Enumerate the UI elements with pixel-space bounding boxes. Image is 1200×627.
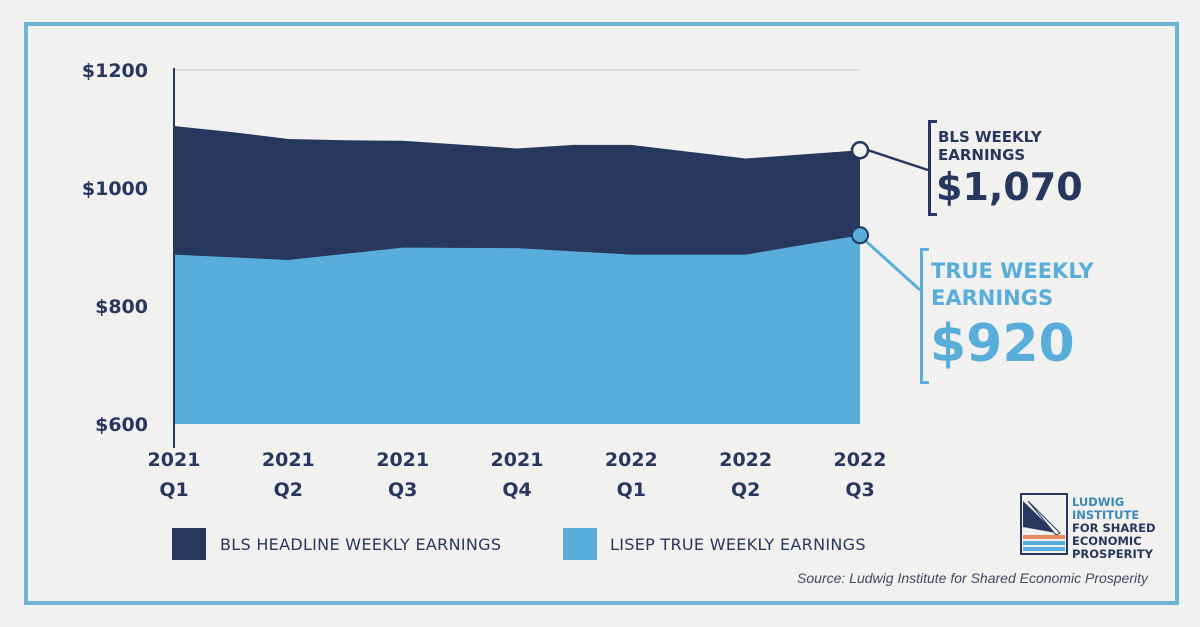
x-tick-label: Q2 [274,479,303,501]
logo-line-3: FOR SHARED [1072,521,1156,535]
true-callout-value: $920 [930,314,1075,374]
true-callout-label-1: TRUE WEEKLY [931,259,1094,283]
x-tick-label: Q2 [731,479,760,501]
x-tick-label: 2021 [148,449,201,471]
logo-text: LUDWIG INSTITUTE FOR SHARED ECONOMIC PRO… [1072,496,1156,561]
ludwig-institute-logo [1020,493,1068,555]
lisep-end-marker [851,226,869,245]
y-tick-label: $600 [95,414,148,436]
x-tick-label: 2022 [605,449,658,471]
legend-swatch-bls [172,528,206,560]
x-tick-label: 2021 [491,449,544,471]
true-callout-bracket [920,248,929,384]
bls-end-marker [850,140,870,160]
x-tick-label: Q3 [388,479,417,501]
x-tick-label: 2022 [719,449,772,471]
legend-label-lisep: LISEP TRUE WEEKLY EARNINGS [610,535,866,554]
x-tick-label: 2022 [834,449,887,471]
x-tick-label: 2021 [376,449,429,471]
legend-swatch-lisep [563,528,597,560]
true-callout-label-2: EARNINGS [931,286,1054,310]
logo-line-5: PROSPERITY [1072,547,1153,561]
x-tick-label: Q3 [845,479,874,501]
source-note: Source: Ludwig Institute for Shared Econ… [797,570,1148,586]
lisep-series-area [174,235,860,424]
x-tick-label: Q4 [502,479,531,501]
bls-callout-value: $1,070 [936,165,1083,209]
bls-callout-label-1: BLS WEEKLY [938,128,1042,146]
bls-callout-bracket [928,120,937,216]
logo-line-2: INSTITUTE [1072,508,1140,522]
x-tick-label: Q1 [159,479,188,501]
y-tick-label: $1200 [82,60,148,82]
lisep-callout-connector [864,240,922,292]
y-tick-label: $800 [95,296,148,318]
outer-frame [24,22,1179,605]
legend-label-bls: BLS HEADLINE WEEKLY EARNINGS [220,535,502,554]
bls-callout-label-2: EARNINGS [938,146,1026,164]
logo-line-1: LUDWIG [1072,495,1125,509]
logo-line-4: ECONOMIC [1072,534,1142,548]
x-tick-label: 2021 [262,449,315,471]
x-tick-label: Q1 [617,479,646,501]
y-tick-label: $1000 [82,178,148,200]
bls-callout-connector [867,149,929,172]
